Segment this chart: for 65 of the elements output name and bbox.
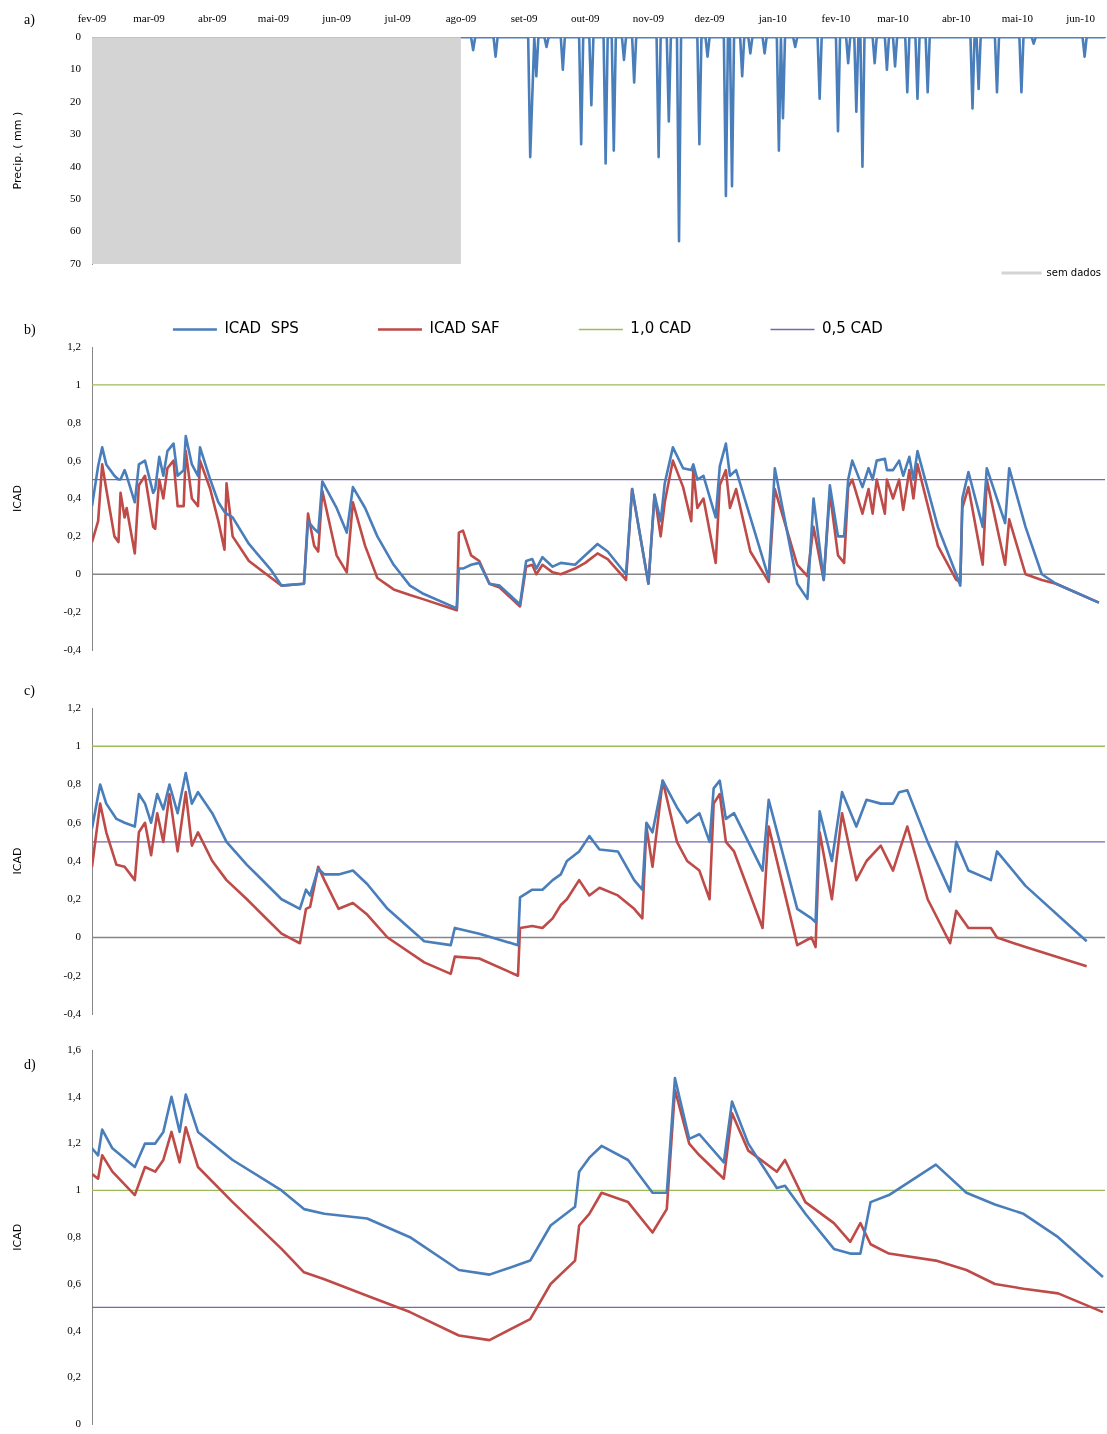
y-tick-label: 0,8 [67, 1230, 82, 1243]
y-tick-label: -0,2 [63, 968, 81, 981]
y-tick-label: 1,2 [67, 339, 81, 352]
y-tick-label: 50 [70, 192, 82, 205]
x-tick-label: mar-10 [877, 12, 910, 25]
legend-label: 1,0 CAD [630, 319, 749, 338]
legend-label: ICAD SAF [429, 319, 557, 338]
y-tick-label: 0 [75, 930, 82, 943]
x-tick-label: out-09 [570, 12, 601, 25]
y-tick-label: 1 [75, 739, 81, 752]
y-tick-label: 0 [75, 30, 82, 43]
y-tick-label: 0,4 [67, 853, 82, 866]
chart-title: a) [24, 11, 36, 28]
y-tick-label: 0,8 [67, 777, 82, 790]
x-tick-label: abr-09 [198, 12, 227, 25]
y-tick-label: 0 [75, 1417, 82, 1430]
x-tick-label: ago-09 [445, 12, 477, 25]
y-tick-label: 1 [75, 377, 81, 390]
x-tick-label: jul-09 [383, 12, 412, 25]
y-tick-label: 1 [75, 1183, 81, 1196]
y-tick-label: 0,6 [67, 1276, 82, 1289]
x-tick-label: fev-10 [821, 12, 851, 25]
x-tick-label: nov-09 [632, 12, 665, 25]
legend-label: ICAD SPS [224, 319, 356, 338]
y-tick-label: 1,2 [67, 1136, 81, 1149]
y-axis-title: Precip. ( mm ) [11, 111, 25, 190]
y-tick-label: 0,2 [67, 1370, 81, 1383]
y-tick-label: 0,2 [67, 892, 81, 905]
y-tick-label: 0,2 [67, 529, 81, 542]
x-tick-label: jun-10 [1065, 12, 1096, 25]
y-axis-title: ICAD [11, 1223, 25, 1251]
y-tick-label: 0,4 [67, 491, 82, 504]
y-tick-label: 1,6 [67, 1042, 82, 1055]
y-tick-label: 0,8 [67, 415, 82, 428]
y-tick-label: -0,4 [63, 1006, 82, 1019]
y-tick-label: 0,4 [67, 1323, 82, 1336]
text: d) [24, 1056, 36, 1073]
y-axis-title: ICAD [11, 485, 25, 512]
x-tick-label: dez-09 [694, 12, 726, 25]
y-tick-label: 40 [70, 159, 82, 172]
x-tick-label: mar-09 [133, 12, 166, 25]
chart-title: b) [24, 321, 36, 338]
y-tick-label: 70 [70, 256, 82, 269]
x-tick-label: set-09 [510, 12, 539, 25]
y-tick-label: 0 [75, 567, 82, 580]
x-tick-label: mai-09 [257, 12, 290, 25]
y-tick-label: -0,4 [63, 642, 82, 655]
x-tick-label: fev-09 [77, 12, 107, 25]
y-tick-label: 0,6 [67, 453, 82, 466]
y-tick-label: 0,6 [67, 815, 82, 828]
y-tick-label: 1,4 [67, 1089, 82, 1102]
y-tick-label: -0,2 [63, 605, 81, 618]
y-tick-label: 20 [70, 94, 82, 107]
y-tick-label: 30 [70, 127, 82, 140]
y-tick-label: 1,2 [67, 700, 81, 713]
x-tick-label: mai-10 [1001, 12, 1034, 25]
x-tick-label: abr-10 [941, 12, 971, 25]
y-tick-label: 60 [70, 224, 82, 237]
legend-label: 0,5 CAD [821, 319, 941, 338]
y-axis-title: ICAD [11, 847, 25, 875]
x-tick-label: jun-09 [321, 12, 352, 25]
chart-title: c) [24, 682, 36, 699]
x-tick-label: jan-10 [757, 12, 788, 25]
legend-label: sem dados [1046, 266, 1101, 278]
y-tick-label: 10 [70, 62, 82, 75]
